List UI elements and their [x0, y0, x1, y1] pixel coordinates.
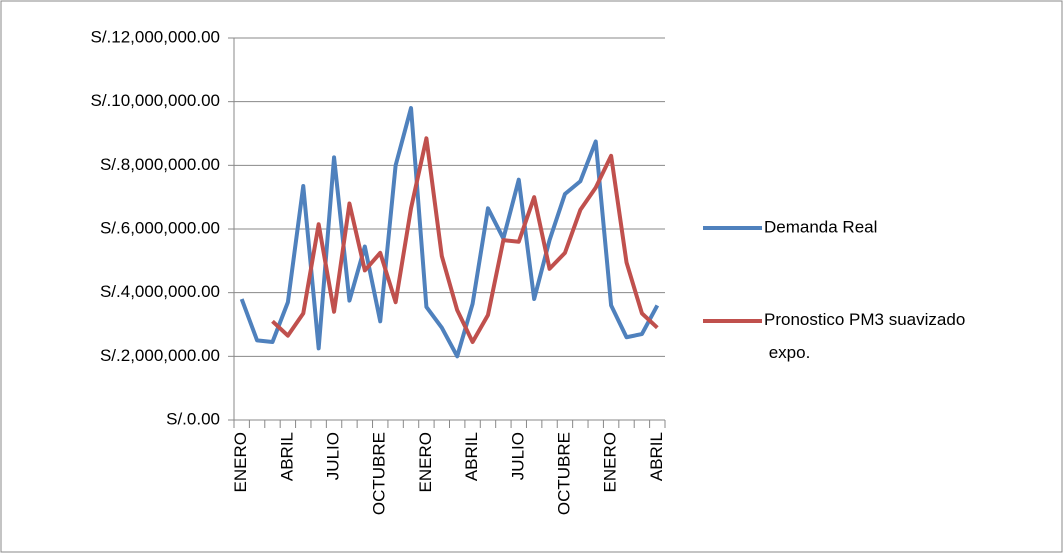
x-tick-label: OCTUBRE [370, 432, 389, 515]
y-tick-label: S/.12,000,000.00 [90, 27, 220, 46]
x-tick-label: ENERO [231, 432, 250, 492]
legend-label: Pronostico PM3 suavizado expo. [764, 310, 965, 362]
x-tick-label: JULIO [324, 432, 343, 480]
y-tick-label: S/.6,000,000.00 [100, 218, 220, 237]
y-tick-label: S/.2,000,000.00 [100, 346, 220, 365]
x-tick-label: ENERO [416, 432, 435, 492]
x-tick-label: ENERO [601, 432, 620, 492]
x-tick-label: ABRIL [462, 432, 481, 481]
x-tick-label: ABRIL [647, 432, 666, 481]
x-tick-label: JULIO [508, 432, 527, 480]
x-tick-label: OCTUBRE [554, 432, 573, 515]
legend-label: Demanda Real [764, 217, 877, 236]
y-tick-label: S/.8,000,000.00 [100, 155, 220, 174]
x-tick-label: ABRIL [277, 432, 296, 481]
y-tick-label: S/.10,000,000.00 [90, 91, 220, 110]
series-line [271, 136, 659, 345]
y-tick-label: S/.4,000,000.00 [100, 282, 220, 301]
y-tick-label: S/.0.00 [166, 409, 220, 428]
